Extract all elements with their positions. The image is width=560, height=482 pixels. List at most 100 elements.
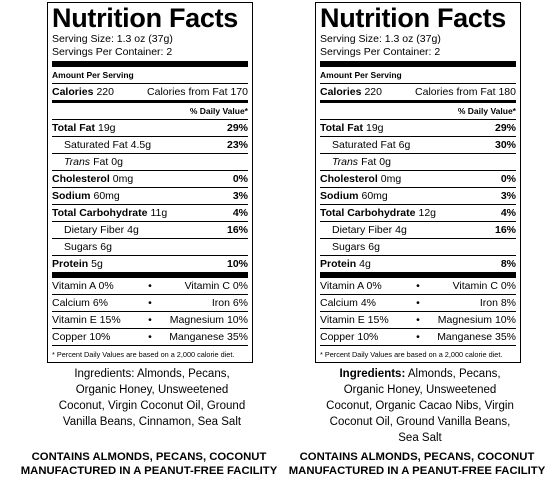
allergen-line: MANUFACTURED IN A PEANUT-FREE FACILITY <box>288 465 546 477</box>
nutrient-name: Cholesterol <box>320 173 378 185</box>
footnote: * Percent Daily Values are based on a 2,… <box>52 345 248 359</box>
nutrient-name: Sugars <box>332 241 366 253</box>
nutrient-amount: 0g <box>111 156 123 168</box>
allergen-line: MANUFACTURED IN A PEANUT-FREE FACILITY <box>20 465 278 477</box>
daily-value: 10% <box>226 258 248 270</box>
allergen-line: CONTAINS ALMONDS, PECANS, COCONUT <box>299 451 535 463</box>
vitamin: Magnesium 10% <box>437 314 516 326</box>
calories: Calories 220 <box>52 86 114 98</box>
vitamin: Vitamin C 0% <box>452 280 516 292</box>
daily-value: 4% <box>232 207 248 219</box>
nutrient-name: Cholesterol <box>52 173 110 185</box>
nutrient-row: Total Fat 19g 29% <box>52 119 248 136</box>
nutrient-name: Fat <box>361 156 377 168</box>
nutrient-row: Dietary Fiber 4g 16% <box>52 221 248 238</box>
daily-value-header: % Daily Value* <box>189 106 248 116</box>
nutrient-amount: 0mg <box>380 173 402 185</box>
nutrient-name: Dietary Fiber <box>332 224 393 236</box>
nutrition-label: Nutrition Facts Serving Size: 1.3 oz (37g… <box>47 2 253 363</box>
calories-label: Calories <box>52 86 94 98</box>
nutrient: Trans Fat 0g <box>64 156 123 168</box>
separator: • <box>416 314 420 326</box>
nutrient-name: Protein <box>52 258 89 270</box>
vitamin: Vitamin A 0% <box>52 280 114 292</box>
separator: • <box>416 297 420 309</box>
vitamin-row: Copper 10% • Manganese 35% <box>320 328 516 345</box>
nutrient-row: Trans Fat 0g <box>320 153 516 170</box>
calories-label: Calories <box>320 86 362 98</box>
nutrient-italic: Trans <box>332 156 359 168</box>
nutrient-amount: 60mg <box>361 190 388 202</box>
nutrient-amount: 19g <box>365 122 384 134</box>
nutrient-name: Saturated Fat <box>332 139 396 151</box>
nutrient-row: Total Carbohydrate 11g 4% <box>52 204 248 221</box>
daily-value: 3% <box>232 190 248 202</box>
vitamin-row: Vitamin E 15% • Magnesium 10% <box>320 311 516 328</box>
ingredients-heading: Ingredients: <box>74 368 135 380</box>
daily-value: 0% <box>500 173 516 185</box>
allergens: CONTAINS ALMONDS, PECANS, COCONUT MANUFAC… <box>9 450 289 478</box>
label-title: Nutrition Facts <box>320 3 507 33</box>
nutrient-row: Total Carbohydrate 12g 4% <box>320 204 516 221</box>
daily-value: 3% <box>500 190 516 202</box>
nutrient: Cholesterol 0mg <box>52 173 133 185</box>
nutrient-row: Sugars 6g <box>320 238 516 255</box>
nutrient-name: Sugars <box>64 241 98 253</box>
amount-per-serving: Amount Per Serving <box>52 70 134 80</box>
daily-value: 23% <box>226 139 248 151</box>
nutrient-amount: 6g <box>100 241 112 253</box>
ingredients: Ingredients: Almonds, Pecans, Organic Ho… <box>325 366 515 446</box>
serving-size: Serving Size: 1.3 oz (37g) <box>52 33 173 45</box>
nutrient-row: Total Fat 19g 29% <box>320 119 516 136</box>
nutrient-amount: 60mg <box>93 190 120 202</box>
nutrient-name: Saturated Fat <box>64 139 128 151</box>
nutrient-amount: 19g <box>97 122 116 134</box>
nutrient-name: Total Fat <box>320 122 363 134</box>
nutrient-amount: 4g <box>359 258 371 270</box>
nutrient: Total Fat 19g <box>320 122 384 134</box>
daily-value-header-row: % Daily Value* <box>52 100 248 119</box>
nutrient: Sugars 6g <box>64 241 112 253</box>
vitamin-row: Vitamin A 0% • Vitamin C 0% <box>52 272 248 294</box>
separator: • <box>416 280 420 292</box>
nutrient-name: Total Carbohydrate <box>320 207 416 219</box>
nutrient: Protein 4g <box>320 258 371 270</box>
nutrient: Sodium 60mg <box>320 190 388 202</box>
nutrient-row: Saturated Fat 6g 30% <box>320 136 516 153</box>
nutrition-label: Nutrition Facts Serving Size: 1.3 oz (37g… <box>315 2 521 363</box>
ingredients-text: Almonds, Pecans, Organic Honey, Unsweete… <box>58 368 246 428</box>
nutrient-amount: 11g <box>150 207 168 219</box>
vitamin: Calcium 4% <box>320 297 377 309</box>
vitamin: Vitamin E 15% <box>52 314 121 326</box>
separator: • <box>148 331 152 343</box>
separator: • <box>148 280 152 292</box>
servings-per-container: Servings Per Container: 2 <box>320 45 441 58</box>
vitamin: Copper 10% <box>320 331 379 343</box>
vitamin-row: Calcium 4% • Iron 8% <box>320 294 516 311</box>
nutrient-name: Sodium <box>320 190 359 202</box>
nutrient-row: Trans Fat 0g <box>52 153 248 170</box>
vitamin-row: Calcium 6% • Iron 6% <box>52 294 248 311</box>
nutrient-row: Saturated Fat 4.5g 23% <box>52 136 248 153</box>
calories-value: 220 <box>96 86 114 98</box>
vitamin: Vitamin C 0% <box>184 280 248 292</box>
nutrient-name: Fat <box>93 156 109 168</box>
nutrient-name: Sodium <box>52 190 91 202</box>
nutrient-name: Total Fat <box>52 122 95 134</box>
servings-per-container: Servings Per Container: 2 <box>52 45 173 58</box>
nutrient: Sugars 6g <box>332 241 380 253</box>
daily-value: 16% <box>494 224 516 236</box>
nutrient: Saturated Fat 4.5g <box>64 139 151 151</box>
nutrient-amount: 4.5g <box>130 139 152 151</box>
nutrient-row: Sugars 6g <box>52 238 248 255</box>
nutrient-row: Sodium 60mg 3% <box>52 187 248 204</box>
daily-value: 29% <box>494 122 516 134</box>
nutrient-amount: 6g <box>398 139 411 151</box>
nutrient-row: Cholesterol 0mg 0% <box>52 170 248 187</box>
nutrient-row: Protein 5g 10% <box>52 255 248 272</box>
calories-value: 220 <box>364 86 382 98</box>
nutrient-amount: 6g <box>368 241 380 253</box>
vitamin: Magnesium 10% <box>169 314 248 326</box>
ingredients-text: Almonds, Pecans, Organic Honey, Unsweete… <box>326 368 514 444</box>
daily-value: 30% <box>494 139 516 151</box>
